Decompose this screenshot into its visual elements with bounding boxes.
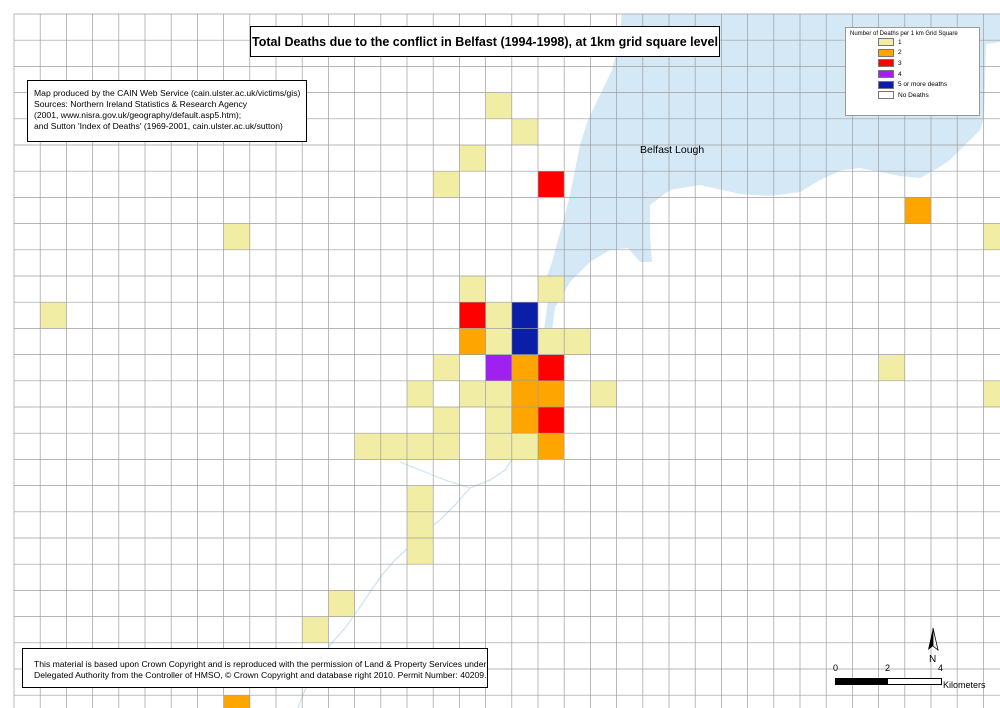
scale-tick-label: 4 <box>938 663 944 673</box>
legend: Number of Deaths per 1 km Grid Square 1 … <box>845 27 980 116</box>
legend-item: 3 <box>878 58 975 69</box>
grid-cell-deaths <box>538 380 565 407</box>
grid-cell-deaths <box>407 511 434 538</box>
legend-label: 1 <box>898 38 902 46</box>
scale-bar: 0 2 4 Kilometers <box>833 663 993 703</box>
legend-swatch <box>878 38 894 47</box>
grid-cell-deaths <box>511 433 538 460</box>
legend-swatch <box>878 59 894 68</box>
grid-cell-deaths <box>511 328 538 355</box>
legend-item: 1 <box>878 37 975 48</box>
grid-cell-deaths <box>511 118 538 145</box>
grid-cell-deaths <box>983 380 1000 407</box>
grid-cell-deaths <box>459 302 486 329</box>
legend-label: No Deaths <box>898 91 929 99</box>
scale-bar-graphic <box>835 678 942 685</box>
grid-cell-deaths <box>433 354 460 381</box>
grid-cell-deaths <box>538 276 565 303</box>
grid-cell-deaths <box>459 328 486 355</box>
legend-label: 4 <box>898 70 902 78</box>
river-tributary <box>399 461 471 489</box>
grid-cell-deaths <box>407 485 434 512</box>
credits-line: (2001, www.nisra.gov.uk/geography/defaul… <box>34 110 242 120</box>
legend-swatch <box>878 48 894 57</box>
credits-line: Map produced by the CAIN Web Service (ca… <box>34 88 301 98</box>
grid-cell-deaths <box>459 380 486 407</box>
legend-item: No Deaths <box>878 90 975 101</box>
grid-lines <box>13 13 1000 708</box>
map-title: Total Deaths due to the conflict in Belf… <box>252 34 718 49</box>
legend-item: 4 <box>878 69 975 80</box>
legend-swatch <box>878 70 894 79</box>
grid-cell-deaths <box>538 354 565 381</box>
grid-cell-deaths <box>511 354 538 381</box>
scale-tick-label: 2 <box>885 663 891 673</box>
grid-cell-deaths <box>538 433 565 460</box>
scale-tick-label: 0 <box>833 663 839 673</box>
grid-cell-deaths <box>511 302 538 329</box>
grid-cell-deaths <box>328 590 355 617</box>
legend-label: 5 or more deaths <box>898 81 948 89</box>
grid-cell-deaths <box>485 302 512 329</box>
grid-cell-deaths <box>511 407 538 434</box>
legend-label: 2 <box>898 49 902 57</box>
north-label: N <box>929 654 936 665</box>
grid-cell-deaths <box>407 380 434 407</box>
legend-label: 3 <box>898 59 902 67</box>
grid-cell-deaths <box>538 328 565 355</box>
grid-cell-deaths <box>459 145 486 172</box>
copyright-line: This material is based upon Crown Copyri… <box>34 659 487 669</box>
credits-box: Map produced by the CAIN Web Service (ca… <box>27 80 307 142</box>
grid-cell-deaths <box>407 538 434 565</box>
grid-cell-deaths <box>223 223 250 250</box>
grid-cell-deaths <box>407 433 434 460</box>
grid-cell-deaths <box>485 92 512 119</box>
grid-cell-deaths <box>459 276 486 303</box>
grid-cell-deaths <box>485 407 512 434</box>
grid-cell-deaths <box>485 380 512 407</box>
grid-cell-deaths <box>878 354 905 381</box>
grid-cell-deaths <box>511 380 538 407</box>
grid-cell-deaths <box>485 328 512 355</box>
grid-cell-deaths <box>983 223 1000 250</box>
grid-cell-deaths <box>485 433 512 460</box>
grid-cell-deaths <box>433 433 460 460</box>
grid-cell-deaths <box>380 433 407 460</box>
credits-line: Sources: Northern Ireland Statistics & R… <box>34 99 248 109</box>
grid-cell-deaths <box>485 354 512 381</box>
grid-cell-deaths <box>302 616 329 643</box>
death-cells <box>40 92 1000 708</box>
legend-item: 5 or more deaths <box>878 79 975 90</box>
place-label-belfast-lough: Belfast Lough <box>640 144 705 156</box>
scale-units-label: Kilometers <box>943 680 986 690</box>
grid-cell-deaths <box>433 171 460 198</box>
grid-cell-deaths <box>223 695 250 708</box>
grid-cell-deaths <box>590 380 617 407</box>
legend-title: Number of Deaths per 1 km Grid Square <box>850 31 958 37</box>
grid-cell-deaths <box>538 171 565 198</box>
legend-item: 2 <box>878 48 975 59</box>
grid-cell-deaths <box>40 302 67 329</box>
grid-cell-deaths <box>433 407 460 434</box>
legend-swatch <box>878 91 894 100</box>
legend-swatch <box>878 80 894 89</box>
credits-line: and Sutton 'Index of Deaths' (1969-2001,… <box>34 121 283 131</box>
grid-cell-deaths <box>538 407 565 434</box>
north-arrow-icon: N <box>928 627 939 665</box>
copyright-box: This material is based upon Crown Copyri… <box>22 648 488 688</box>
map-title-box: Total Deaths due to the conflict in Belf… <box>250 26 720 57</box>
grid-cell-deaths <box>354 433 381 460</box>
grid-cell-deaths <box>904 197 931 224</box>
grid-cell-deaths <box>564 328 591 355</box>
copyright-line: Delegated Authority from the Controller … <box>34 670 487 680</box>
